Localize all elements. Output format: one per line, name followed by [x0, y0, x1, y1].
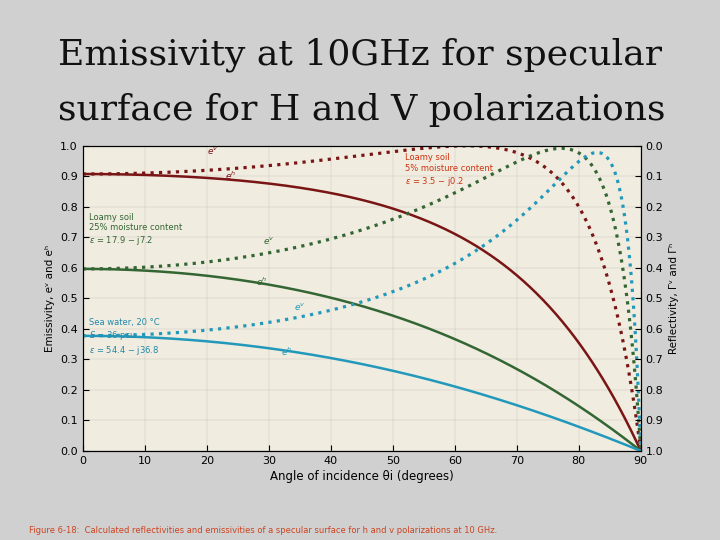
- Text: $e^h$: $e^h$: [282, 346, 293, 358]
- Text: Loamy soil
25% moisture content
$\varepsilon$ = 17.9 $-$ j7.2: Loamy soil 25% moisture content $\vareps…: [89, 213, 182, 247]
- Text: $e^h$: $e^h$: [225, 170, 237, 183]
- Text: Figure 6-18:  Calculated reflectivities and emissivities of a specular surface f: Figure 6-18: Calculated reflectivities a…: [29, 525, 497, 535]
- Text: $e^v$: $e^v$: [207, 145, 219, 156]
- Text: Loamy soil
5% moisture content
$\varepsilon$ = 3.5 $-$ j0.2: Loamy soil 5% moisture content $\varepsi…: [405, 153, 493, 187]
- Text: $e^v$: $e^v$: [294, 301, 305, 312]
- Text: Emissivity at 10GHz for specular: Emissivity at 10GHz for specular: [58, 37, 662, 71]
- X-axis label: Angle of incidence θi (degrees): Angle of incidence θi (degrees): [270, 470, 454, 483]
- Text: $e^v$: $e^v$: [263, 235, 274, 246]
- Y-axis label: Emissivity, eᵛ and eʰ: Emissivity, eᵛ and eʰ: [45, 245, 55, 352]
- Text: Sea water, 20 °C
$S$ = 36 psu
$\varepsilon$ = 54.4 $-$ j36.8: Sea water, 20 °C $S$ = 36 psu $\varepsil…: [89, 318, 160, 357]
- Text: $e^h$: $e^h$: [256, 275, 268, 288]
- Text: surface for H and V polarizations: surface for H and V polarizations: [58, 93, 665, 126]
- Y-axis label: Reflectivity, Γᵛ and Γʰ: Reflectivity, Γᵛ and Γʰ: [669, 242, 679, 354]
